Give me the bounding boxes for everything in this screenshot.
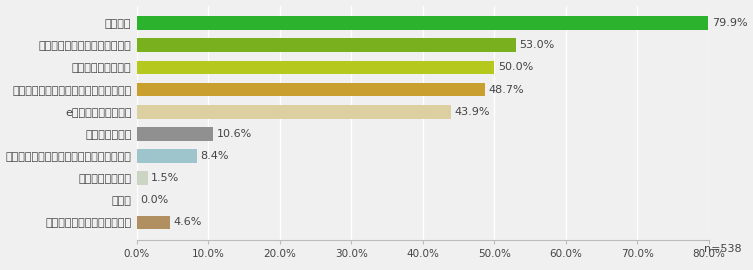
Bar	[137, 16, 708, 30]
Bar	[137, 60, 495, 74]
Text: 0.0%: 0.0%	[141, 195, 169, 205]
Text: 43.9%: 43.9%	[454, 107, 490, 117]
Text: 79.9%: 79.9%	[712, 18, 748, 28]
Bar	[137, 105, 451, 119]
Text: 4.6%: 4.6%	[173, 218, 202, 228]
Bar	[137, 171, 148, 185]
Text: 48.7%: 48.7%	[489, 85, 524, 94]
Text: 10.6%: 10.6%	[216, 129, 252, 139]
Bar	[137, 127, 213, 141]
Text: 1.5%: 1.5%	[151, 173, 179, 183]
Bar	[137, 149, 197, 163]
Text: n=538: n=538	[704, 244, 742, 254]
Bar	[137, 216, 170, 229]
Bar	[137, 38, 516, 52]
Text: 53.0%: 53.0%	[520, 40, 555, 50]
Text: 8.4%: 8.4%	[200, 151, 229, 161]
Text: 50.0%: 50.0%	[498, 62, 533, 72]
Bar	[137, 83, 485, 96]
